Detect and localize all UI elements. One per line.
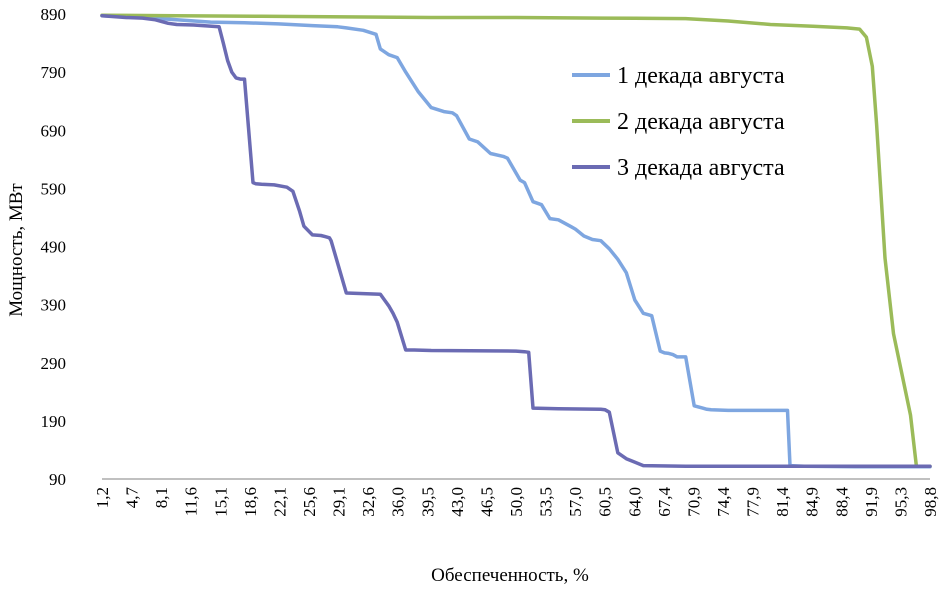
series-lines [100,13,932,469]
x-tick-label: 11,6 [182,487,201,516]
y-tick-label: 290 [41,354,67,373]
y-tick-label: 690 [41,121,67,140]
x-tick-label: 67,4 [655,487,674,517]
series-line-3 [100,13,932,468]
x-axis-tick-labels: 1,2 4,7 8,1 11,6 15,1 18,6 22,1 25,6 29,1 32,6 36,… [93,487,940,517]
y-tick-label: 390 [41,296,67,315]
x-tick-label: 53,5 [537,487,556,517]
x-tick-label: 81,4 [773,487,792,517]
legend-label-1: 1 декада августа [617,63,785,89]
legend-label-2: 2 декада августа [617,109,785,135]
y-axis-title: Мощность, МВт [6,183,27,317]
x-tick-label: 32,6 [359,487,378,517]
series-line-1 [100,13,932,469]
x-tick-label: 98,8 [921,487,940,517]
y-tick-label: 190 [41,412,67,431]
y-tick-label: 890 [41,5,67,24]
x-tick-label: 70,9 [684,487,703,517]
x-tick-label: 60,5 [596,487,615,517]
x-tick-label: 25,6 [300,487,319,517]
legend-label-3: 3 декада августа [617,155,785,181]
x-tick-label: 36,0 [389,487,408,517]
x-tick-label: 15,1 [211,487,230,517]
x-tick-label: 91,9 [862,487,881,517]
x-tick-label: 29,1 [330,487,349,517]
x-tick-label: 84,9 [803,487,822,517]
y-tick-label: 90 [49,470,66,489]
y-tick-label: 590 [41,179,67,198]
x-tick-label: 18,6 [241,487,260,517]
x-tick-label: 95,3 [891,487,910,517]
x-tick-label: 39,5 [418,487,437,517]
x-tick-label: 22,1 [270,487,289,517]
x-tick-label: 64,0 [625,487,644,517]
x-axis-title: Обеспеченность, % [431,565,589,586]
x-tick-label: 57,0 [566,487,585,517]
y-tick-label: 490 [41,238,67,257]
x-tick-label: 77,9 [744,487,763,517]
series-line-2 [100,13,932,468]
x-tick-label: 4,7 [123,487,142,509]
y-axis-tick-labels: 890 790 690 590 490 390 290 190 90 [41,5,67,489]
x-tick-label: 8,1 [152,487,171,508]
x-tick-label: 74,4 [714,487,733,517]
x-tick-label: 1,2 [93,487,112,508]
x-tick-label: 46,5 [477,487,496,517]
legend: 1 декада августа 2 декада августа 3 декада… [572,63,785,181]
x-tick-label: 88,4 [832,487,851,517]
x-tick-label: 43,0 [448,487,467,517]
y-tick-label: 790 [41,63,67,82]
x-tick-label: 50,0 [507,487,526,517]
